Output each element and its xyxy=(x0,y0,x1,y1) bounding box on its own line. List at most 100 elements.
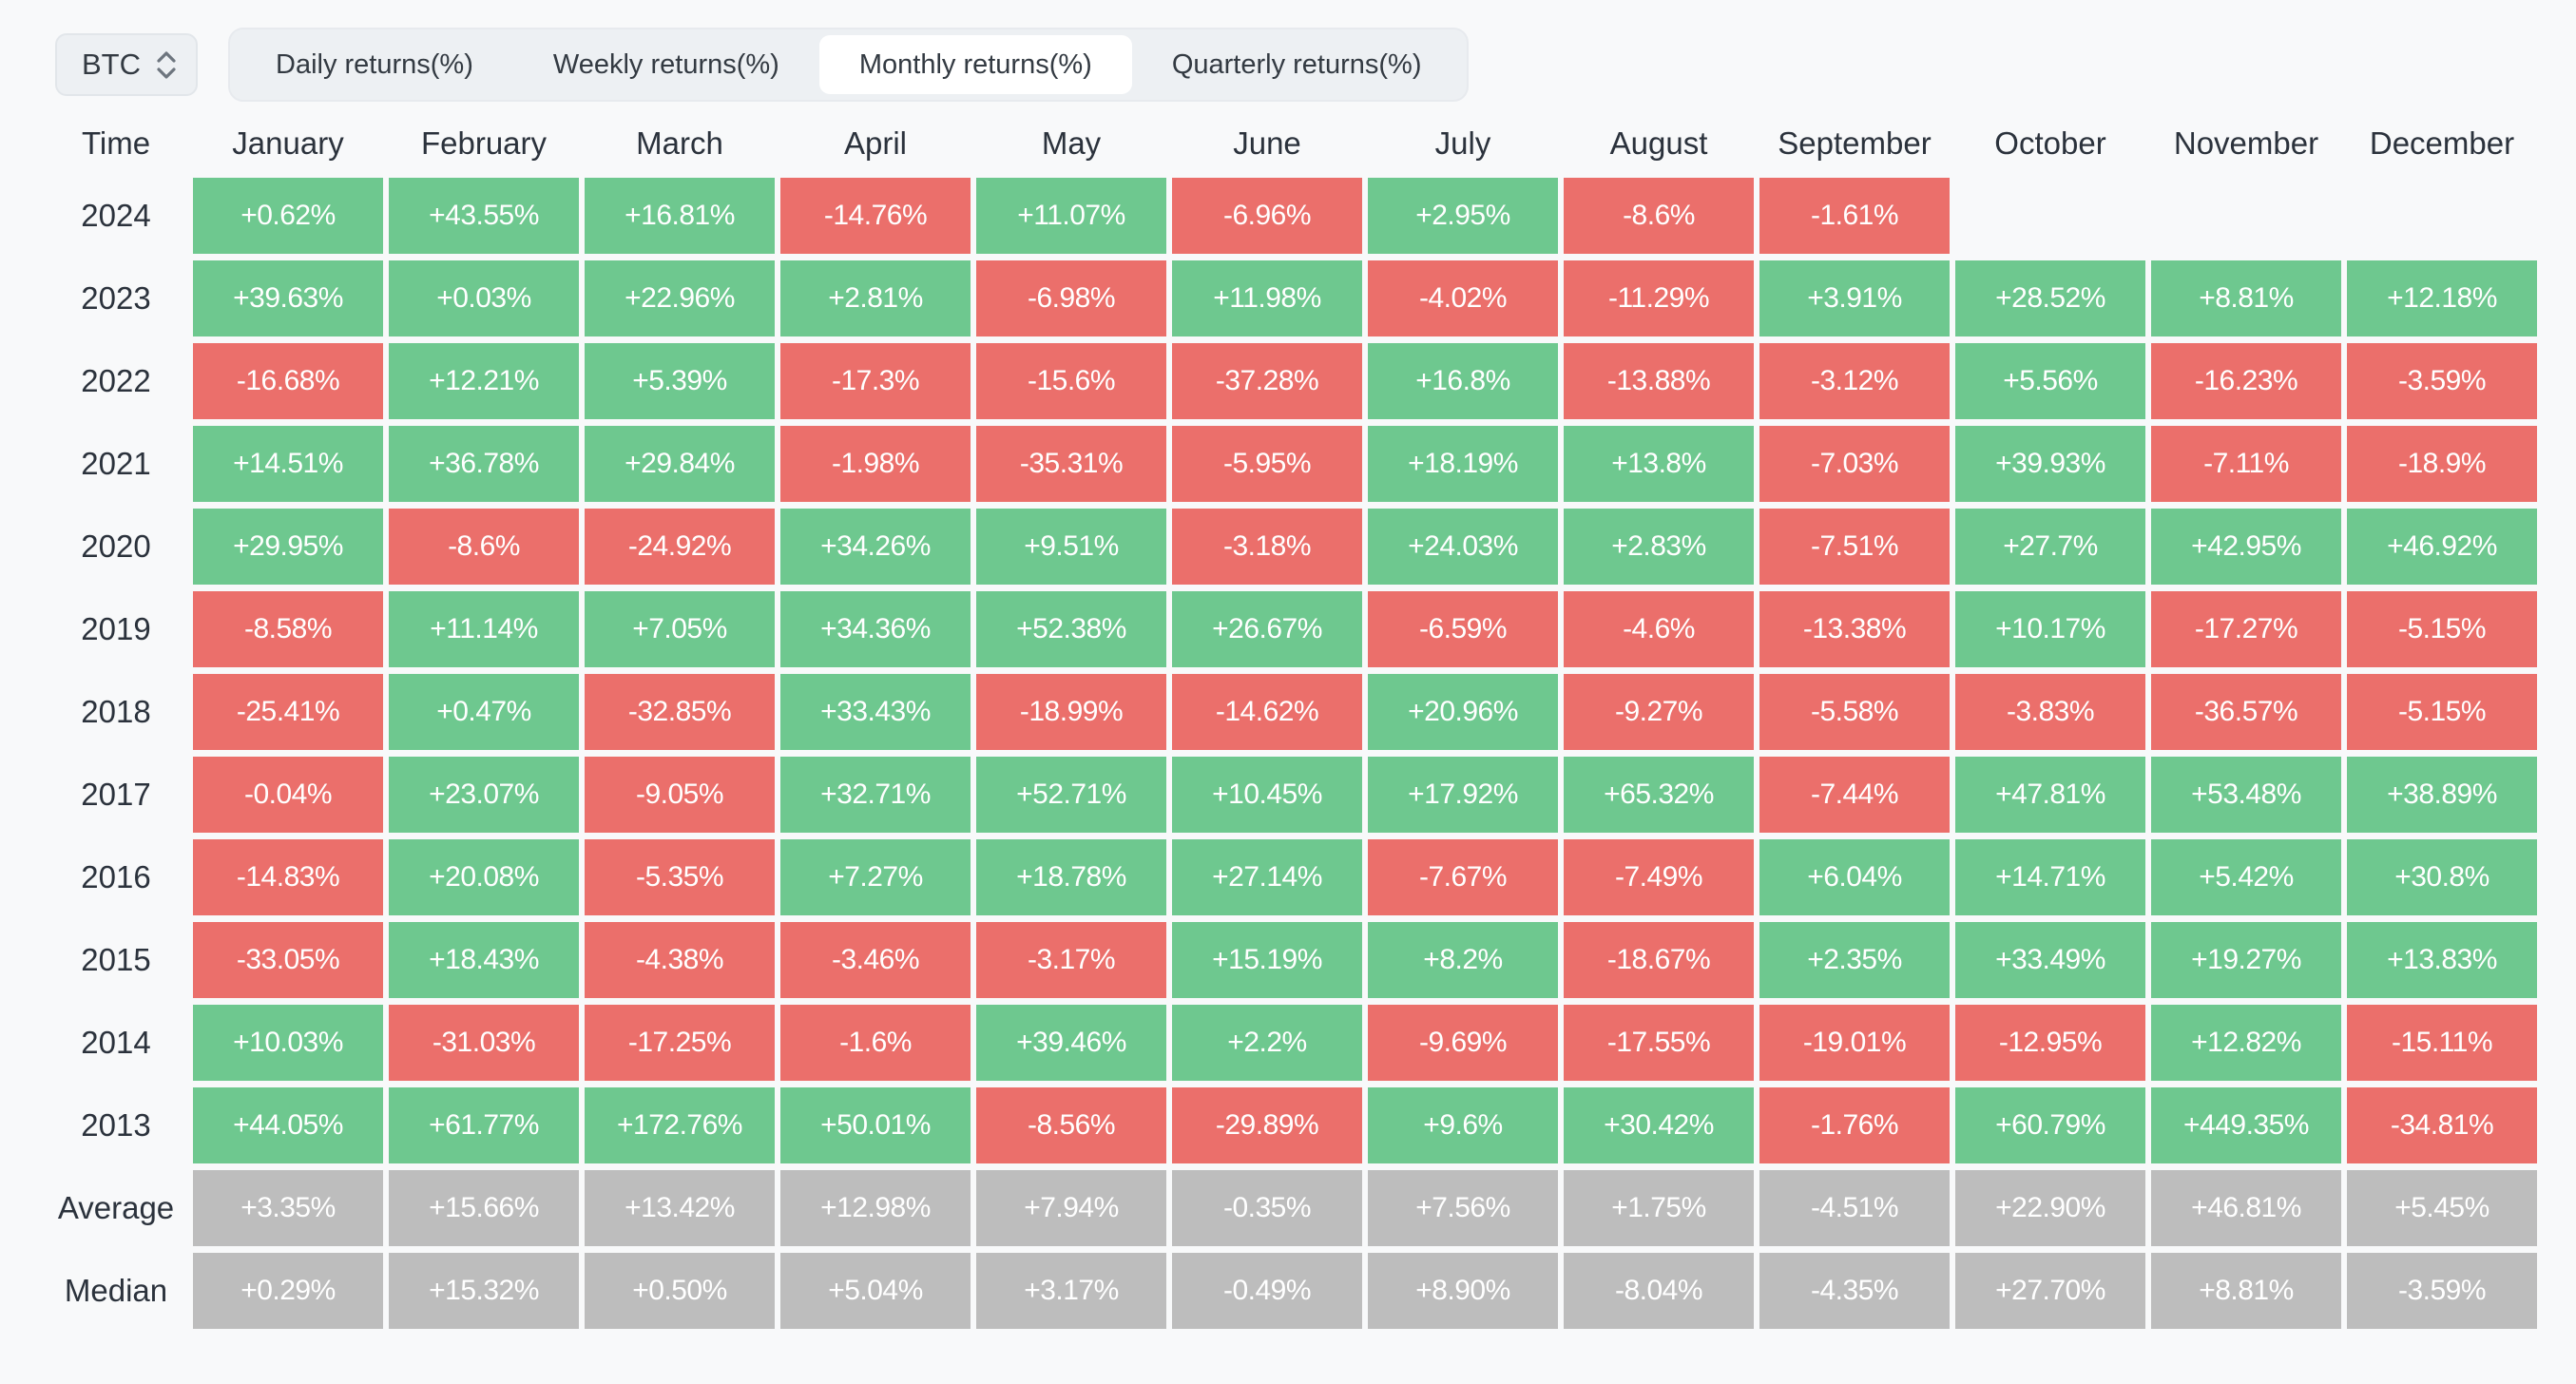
return-cell-2018-july: +20.96% xyxy=(1368,674,1558,750)
return-cell-2014-july: -9.69% xyxy=(1368,1005,1558,1081)
return-cell-2021-august: +13.8% xyxy=(1564,426,1754,502)
column-header-july: July xyxy=(1434,125,1491,161)
row-label-2024: 2024 xyxy=(81,198,151,233)
toolbar: BTC Daily returns(%) Weekly returns(%) Mon… xyxy=(0,0,2576,102)
return-cell-2017-may: +52.71% xyxy=(976,757,1166,833)
return-cell-2024-may: +11.07% xyxy=(976,178,1166,254)
return-cell-2016-january: -14.83% xyxy=(193,839,383,915)
return-cell-2013-june: -29.89% xyxy=(1172,1087,1362,1163)
return-cell-2016-may: +18.78% xyxy=(976,839,1166,915)
return-cell-average-may: +7.94% xyxy=(976,1170,1166,1246)
return-cell-2014-december: -15.11% xyxy=(2347,1005,2537,1081)
return-cell-2016-july: -7.67% xyxy=(1368,839,1558,915)
return-cell-2017-december: +38.89% xyxy=(2347,757,2537,833)
return-cell-2024-april: -14.76% xyxy=(780,178,971,254)
row-label-2023: 2023 xyxy=(81,280,151,316)
column-header-february: February xyxy=(420,125,548,161)
tab-monthly-returns[interactable]: Monthly returns(%) xyxy=(818,35,1132,94)
return-cell-median-january: +0.29% xyxy=(193,1253,383,1329)
return-cell-2015-january: -33.05% xyxy=(193,922,383,998)
return-cell-2014-november: +12.82% xyxy=(2151,1005,2341,1081)
return-cell-2020-march: -24.92% xyxy=(585,509,775,585)
return-cell-average-july: +7.56% xyxy=(1368,1170,1558,1246)
return-cell-2021-june: -5.95% xyxy=(1172,426,1362,502)
return-cell-2022-november: -16.23% xyxy=(2151,343,2341,419)
column-header-may: May xyxy=(1041,125,1102,161)
row-label-average: Average xyxy=(57,1190,175,1225)
return-cell-average-december: +5.45% xyxy=(2347,1170,2537,1246)
return-cell-2024-november xyxy=(2151,178,2341,254)
return-cell-2016-september: +6.04% xyxy=(1759,839,1950,915)
return-cell-2019-december: -5.15% xyxy=(2347,591,2537,667)
return-cell-2019-october: +10.17% xyxy=(1955,591,2145,667)
return-cell-2022-march: +5.39% xyxy=(585,343,775,419)
return-cell-median-february: +15.32% xyxy=(389,1253,579,1329)
return-cell-2024-december xyxy=(2347,178,2537,254)
asset-selector-value: BTC xyxy=(82,48,141,81)
return-cell-2023-june: +11.98% xyxy=(1172,260,1362,336)
return-cell-2023-july: -4.02% xyxy=(1368,260,1558,336)
return-cell-2016-december: +30.8% xyxy=(2347,839,2537,915)
row-label-2020: 2020 xyxy=(81,529,151,564)
return-cell-2020-may: +9.51% xyxy=(976,509,1166,585)
column-header-june: June xyxy=(1233,125,1301,161)
return-cell-2018-april: +33.43% xyxy=(780,674,971,750)
return-cell-2023-may: -6.98% xyxy=(976,260,1166,336)
return-cell-2016-august: -7.49% xyxy=(1564,839,1754,915)
column-header-november: November xyxy=(2173,125,2319,161)
return-cell-2013-october: +60.79% xyxy=(1955,1087,2145,1163)
return-cell-2019-may: +52.38% xyxy=(976,591,1166,667)
return-cell-2024-october xyxy=(1955,178,2145,254)
column-header-march: March xyxy=(636,125,723,161)
row-label-2019: 2019 xyxy=(81,611,151,646)
return-cell-2017-march: -9.05% xyxy=(585,757,775,833)
return-cell-2016-february: +20.08% xyxy=(389,839,579,915)
return-cell-2020-december: +46.92% xyxy=(2347,509,2537,585)
return-cell-2022-may: -15.6% xyxy=(976,343,1166,419)
return-cell-2021-october: +39.93% xyxy=(1955,426,2145,502)
return-cell-2024-july: +2.95% xyxy=(1368,178,1558,254)
return-cell-2020-october: +27.7% xyxy=(1955,509,2145,585)
asset-selector[interactable]: BTC xyxy=(55,33,198,96)
return-cell-2019-november: -17.27% xyxy=(2151,591,2341,667)
return-cell-2017-april: +32.71% xyxy=(780,757,971,833)
tab-quarterly-returns[interactable]: Quarterly returns(%) xyxy=(1132,35,1462,94)
return-cell-2022-december: -3.59% xyxy=(2347,343,2537,419)
return-cell-2015-may: -3.17% xyxy=(976,922,1166,998)
return-cell-2017-november: +53.48% xyxy=(2151,757,2341,833)
return-cell-average-march: +13.42% xyxy=(585,1170,775,1246)
return-cell-2021-february: +36.78% xyxy=(389,426,579,502)
return-cell-2018-may: -18.99% xyxy=(976,674,1166,750)
column-header-september: September xyxy=(1778,125,1932,161)
return-cell-2014-august: -17.55% xyxy=(1564,1005,1754,1081)
return-cell-2023-february: +0.03% xyxy=(389,260,579,336)
return-cell-2014-march: -17.25% xyxy=(585,1005,775,1081)
return-cell-2020-august: +2.83% xyxy=(1564,509,1754,585)
return-cell-2013-march: +172.76% xyxy=(585,1087,775,1163)
row-label-2014: 2014 xyxy=(81,1025,151,1060)
row-label-2021: 2021 xyxy=(81,446,151,481)
return-cell-2021-december: -18.9% xyxy=(2347,426,2537,502)
tab-weekly-returns[interactable]: Weekly returns(%) xyxy=(513,35,819,94)
column-header-april: April xyxy=(843,125,908,161)
returns-period-tabs: Daily returns(%) Weekly returns(%) Monthly… xyxy=(228,28,1470,102)
return-cell-2022-july: +16.8% xyxy=(1368,343,1558,419)
return-cell-2020-january: +29.95% xyxy=(193,509,383,585)
return-cell-2024-august: -8.6% xyxy=(1564,178,1754,254)
return-cell-average-february: +15.66% xyxy=(389,1170,579,1246)
return-cell-average-november: +46.81% xyxy=(2151,1170,2341,1246)
return-cell-2023-august: -11.29% xyxy=(1564,260,1754,336)
return-cell-2013-january: +44.05% xyxy=(193,1087,383,1163)
tab-daily-returns[interactable]: Daily returns(%) xyxy=(236,35,513,94)
return-cell-2013-july: +9.6% xyxy=(1368,1087,1558,1163)
return-cell-2016-november: +5.42% xyxy=(2151,839,2341,915)
return-cell-2016-june: +27.14% xyxy=(1172,839,1362,915)
select-updown-icon xyxy=(156,50,177,79)
return-cell-2015-april: -3.46% xyxy=(780,922,971,998)
return-cell-2020-june: -3.18% xyxy=(1172,509,1362,585)
return-cell-2024-march: +16.81% xyxy=(585,178,775,254)
return-cell-2015-december: +13.83% xyxy=(2347,922,2537,998)
return-cell-2019-june: +26.67% xyxy=(1172,591,1362,667)
return-cell-average-april: +12.98% xyxy=(780,1170,971,1246)
row-label-2015: 2015 xyxy=(81,942,151,977)
